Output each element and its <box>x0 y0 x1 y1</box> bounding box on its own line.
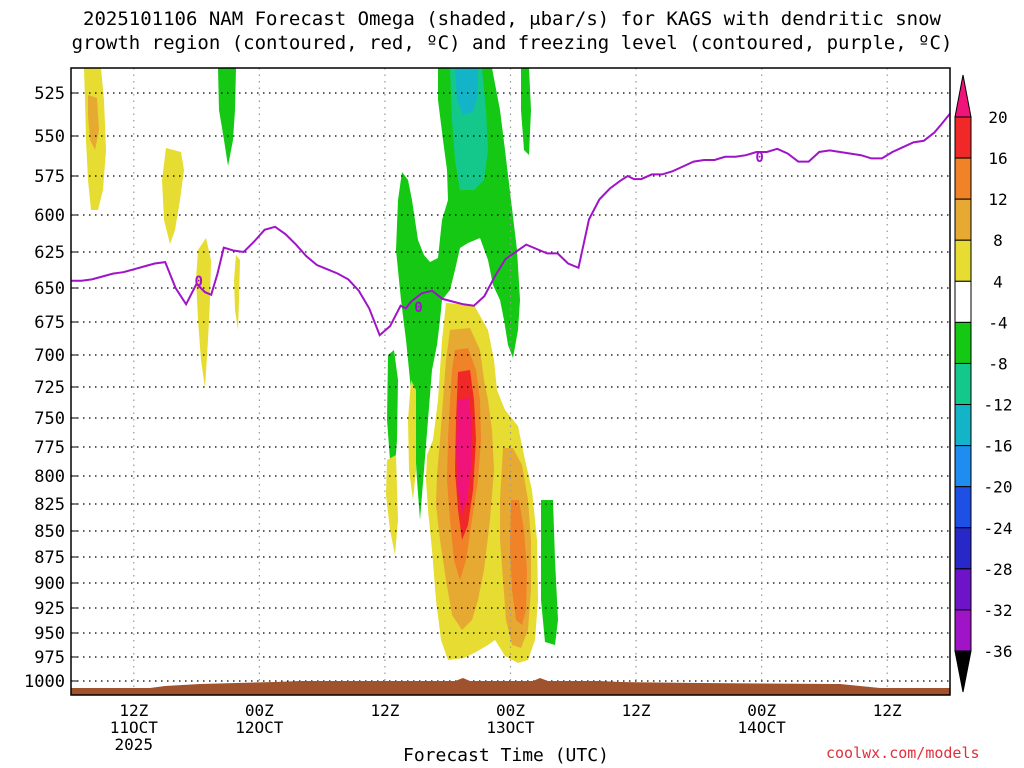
freezing-level-line <box>71 112 951 337</box>
colorbar-label: 8 <box>993 231 1003 250</box>
colorbar-label: -36 <box>984 642 1013 661</box>
colorbar-label: -16 <box>984 437 1013 456</box>
omega-region-pos-4 <box>386 455 398 555</box>
freezing-level-label: 0 <box>414 300 422 316</box>
colorbar-box <box>954 609 972 652</box>
horizontal-gridlines <box>71 92 950 682</box>
x-tick-label: 12Z <box>119 701 148 720</box>
colorbar-box <box>954 321 972 364</box>
colorbar-label: -8 <box>988 354 1007 373</box>
y-tick-label: 675 <box>34 313 65 333</box>
omega-region-pos-12 <box>510 500 527 625</box>
colorbar-box <box>954 280 972 323</box>
colorbar-top-arrow <box>954 74 972 118</box>
colorbar-box <box>954 445 972 488</box>
freezing-level-label: 0 <box>194 274 202 290</box>
y-tick-label: 750 <box>34 409 65 429</box>
chart-title-line-2: growth region (contoured, red, ºC) and f… <box>71 32 953 54</box>
omega-shading <box>84 68 558 663</box>
x-tick-label: 12OCT <box>235 718 284 737</box>
colorbar-box <box>954 404 972 447</box>
colorbar-box <box>954 486 972 529</box>
terrain-surface <box>71 678 950 695</box>
omega-region-pos-4 <box>234 255 240 330</box>
y-tick-label: 925 <box>34 599 65 619</box>
y-tick-label: 725 <box>34 378 65 398</box>
y-tick-label: 800 <box>34 467 65 487</box>
omega-region-pos-4 <box>162 148 184 244</box>
x-tick-label: 00Z <box>747 701 776 720</box>
omega-region-neg-12 <box>455 68 478 115</box>
colorbar-box <box>954 362 972 406</box>
y-tick-label: 950 <box>34 624 65 644</box>
omega-region-pos-4 <box>196 238 211 388</box>
y-tick-label: 900 <box>34 574 65 594</box>
y-tick-label: 825 <box>34 495 65 515</box>
y-tick-label: 1000 <box>24 672 65 692</box>
omega-region-neg-4 <box>218 68 236 166</box>
x-tick-label: 11OCT <box>110 718 159 737</box>
omega-region-neg-4 <box>521 68 531 155</box>
colorbar-label: 12 <box>988 190 1007 209</box>
y-tick-label: 850 <box>34 522 65 542</box>
y-tick-label: 525 <box>34 84 65 104</box>
freezing-level-label: 0 <box>755 150 763 166</box>
colorbar: 20 16 12 8 4 -4 -8 -12 -16 -20 -24 -28 -32 -36 <box>954 74 1013 693</box>
y-tick-label: 700 <box>34 346 65 366</box>
y-axis-tick-labels: 525 550 575 600 625 650 675 700 725 750 775 800 825 8… <box>24 84 65 692</box>
colorbar-label: 4 <box>993 272 1003 291</box>
x-axis-label: Forecast Time (UTC) <box>403 745 609 766</box>
credit-text: coolwx.com/models <box>826 744 980 762</box>
omega-region-pos-4 <box>408 380 416 500</box>
colorbar-box <box>954 527 972 570</box>
chart-title-line-1: 2025101106 NAM Forecast Omega (shaded, μ… <box>83 8 941 30</box>
y-tick-label: 575 <box>34 167 65 187</box>
plot-border <box>70 67 951 696</box>
omega-region-neg-4 <box>541 500 558 645</box>
colorbar-box <box>954 239 972 282</box>
colorbar-label: 20 <box>988 108 1007 127</box>
colorbar-box <box>954 116 972 159</box>
x-tick-label: 00Z <box>496 701 525 720</box>
y-tick-label: 875 <box>34 548 65 568</box>
colorbar-box <box>954 198 972 241</box>
x-tick-label: 12Z <box>622 701 651 720</box>
y-tick-label: 650 <box>34 279 65 299</box>
y-tick-label: 975 <box>34 648 65 668</box>
x-tick-label: 14OCT <box>738 718 787 737</box>
x-tick-label: 12Z <box>873 701 902 720</box>
colorbar-label: -12 <box>984 396 1013 415</box>
colorbar-label: -20 <box>984 478 1013 497</box>
y-tick-label: 550 <box>34 127 65 147</box>
y-tick-label: 625 <box>34 243 65 263</box>
omega-region-pos-20 <box>456 398 472 515</box>
colorbar-label: -24 <box>984 519 1013 538</box>
colorbar-label: -28 <box>984 560 1013 579</box>
colorbar-box <box>954 157 972 200</box>
x-tick-label: 2025 <box>115 735 154 754</box>
colorbar-label: 16 <box>988 149 1007 168</box>
colorbar-label: -32 <box>984 601 1013 620</box>
colorbar-bottom-arrow <box>954 650 972 693</box>
x-tick-label: 12Z <box>370 701 399 720</box>
colorbar-label: -4 <box>988 313 1007 332</box>
colorbar-box <box>954 568 972 611</box>
y-tick-label: 775 <box>34 438 65 458</box>
x-tick-label: 00Z <box>245 701 274 720</box>
y-tick-label: 600 <box>34 206 65 226</box>
omega-region-neg-4 <box>396 68 520 520</box>
x-tick-label: 13OCT <box>486 718 535 737</box>
